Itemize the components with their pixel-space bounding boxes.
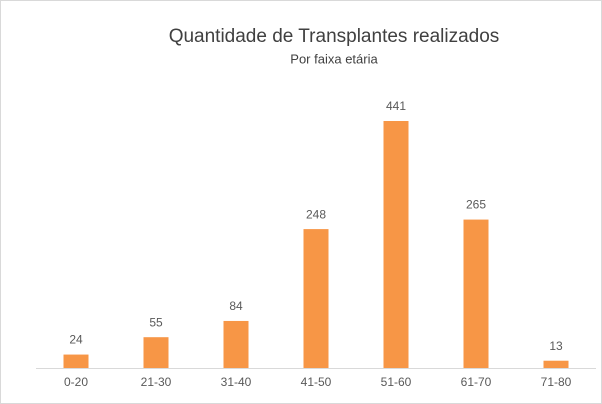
data-label: 55 xyxy=(149,315,163,329)
data-label: 441 xyxy=(386,99,406,113)
x-tick-label: 71-80 xyxy=(541,375,572,389)
chart-subtitle: Por faixa etária xyxy=(290,51,378,66)
x-tick-label: 0-20 xyxy=(64,375,88,389)
data-label: 13 xyxy=(549,339,563,353)
x-tick-label: 31-40 xyxy=(221,375,252,389)
bar xyxy=(63,354,89,368)
x-tick-label: 51-60 xyxy=(381,375,412,389)
bar xyxy=(463,219,489,368)
data-label: 24 xyxy=(69,333,83,347)
data-label: 248 xyxy=(306,207,326,221)
x-tick-label: 41-50 xyxy=(301,375,332,389)
bar xyxy=(383,121,409,368)
chart-title: Quantidade de Transplantes realizados xyxy=(169,26,500,47)
x-tick-label: 61-70 xyxy=(461,375,492,389)
bar xyxy=(223,320,249,368)
x-tick-label: 21-30 xyxy=(141,375,172,389)
data-label: 84 xyxy=(229,299,243,313)
data-label: 265 xyxy=(466,198,486,212)
bar xyxy=(543,360,569,368)
bar xyxy=(303,229,329,368)
bar xyxy=(143,337,169,368)
